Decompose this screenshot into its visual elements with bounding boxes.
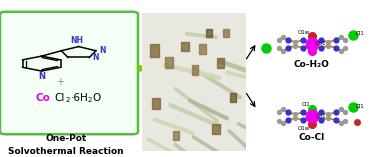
Bar [181,42,189,51]
Text: Co1: Co1 [316,41,326,46]
Bar [212,125,220,134]
Polygon shape [195,153,234,157]
FancyBboxPatch shape [0,12,138,134]
Text: N: N [38,72,45,81]
Polygon shape [189,99,228,120]
Text: Cl: Cl [55,93,65,103]
Polygon shape [169,103,221,128]
Bar [223,29,229,37]
Text: Cl1: Cl1 [356,104,364,109]
Bar [192,65,198,75]
Bar [150,44,160,57]
Bar [230,93,236,102]
Polygon shape [237,123,262,136]
Bar [165,57,173,68]
Polygon shape [226,71,255,80]
Bar [152,98,160,109]
Text: Co-Cl: Co-Cl [299,133,325,141]
Polygon shape [228,129,259,157]
Text: ·6H: ·6H [71,93,88,103]
Polygon shape [147,138,188,157]
Polygon shape [219,59,265,79]
Polygon shape [174,143,207,157]
Polygon shape [193,67,241,99]
Text: 2: 2 [88,97,92,103]
Text: O1w: O1w [298,30,310,35]
Polygon shape [192,135,235,157]
Bar [199,44,206,54]
Text: Cl1: Cl1 [356,31,364,36]
Text: O1w: O1w [298,126,310,131]
Text: Co: Co [36,93,51,103]
Bar [217,58,224,68]
Text: One-Pot: One-Pot [45,134,87,143]
Text: N: N [99,46,105,55]
Text: Cl1: Cl1 [302,102,310,107]
Text: N: N [92,53,99,62]
Polygon shape [164,63,220,79]
Polygon shape [174,87,218,123]
Text: NH: NH [70,36,83,45]
Text: +: + [56,77,65,87]
Bar [206,29,212,37]
Text: O: O [93,93,101,103]
Text: Solvothermal Reaction: Solvothermal Reaction [8,147,124,156]
Polygon shape [186,33,217,39]
Text: 2: 2 [65,97,70,103]
Bar [173,131,179,140]
Polygon shape [153,118,194,135]
Text: Co1: Co1 [316,114,326,119]
Text: Co-H₂O: Co-H₂O [294,60,330,69]
